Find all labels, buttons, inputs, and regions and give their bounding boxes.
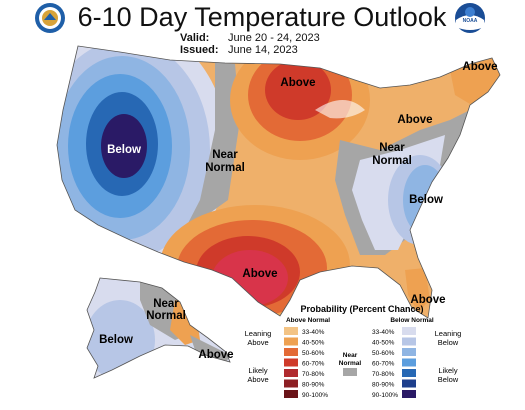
legend-title: Probability (Percent Chance) (300, 304, 423, 314)
legend-above-header: Above Normal (286, 317, 330, 324)
legend-above-range: 90-100% (302, 392, 328, 399)
legend-below-swatch (402, 337, 416, 346)
label-southeast-below: Below (409, 194, 443, 206)
legend-above-swatch (284, 348, 298, 356)
legend-below-range: 70-80% (372, 371, 395, 378)
label-alaska-above: Above (198, 349, 233, 361)
legend-below-swatch (402, 358, 416, 367)
legend-leaning-below-1: Leaning (435, 329, 462, 338)
legend-near-header-2: Normal (339, 360, 362, 367)
page-title: 6-10 Day Temperature Outlook (78, 2, 447, 32)
valid-value: June 20 - 24, 2023 (228, 32, 320, 44)
legend-below-range: 40-50% (372, 340, 395, 347)
label-alaska-near-1: Near (153, 298, 179, 310)
legend-below-swatch (402, 327, 416, 335)
label-great-lakes-above: Above (397, 114, 432, 126)
label-north-above: Above (280, 77, 315, 89)
legend-above-swatch (284, 390, 298, 398)
legend-above-swatch (284, 358, 298, 367)
label-central-near-1: Near (212, 149, 238, 161)
legend-above-range: 60-70% (302, 361, 325, 368)
legend-above-range: 80-90% (302, 382, 325, 389)
legend-above-swatch (284, 327, 298, 335)
legend-above-range: 33-40% (302, 329, 325, 336)
legend-below-swatch (402, 348, 416, 356)
legend-likely-below-1: Likely (438, 366, 457, 375)
legend-below-header: Below Normal (390, 317, 434, 324)
legend-below-range: 90-100% (372, 392, 398, 399)
legend-likely-above-2: Above (247, 375, 268, 384)
valid-label: Valid: (180, 32, 209, 44)
legend-likely-above-1: Likely (248, 366, 267, 375)
label-ohio-near-1: Near (379, 142, 405, 154)
legend-near-header-1: Near (343, 352, 358, 359)
alaska-map (87, 278, 230, 378)
legend-leaning-below-2: Below (438, 338, 459, 347)
legend-near-swatch (343, 368, 357, 376)
noaa-logo-icon: NOAA (455, 3, 485, 33)
legend-below-range: 60-70% (372, 361, 395, 368)
alaska-outline (86, 277, 231, 379)
legend-leaning-above-2: Above (247, 338, 268, 347)
legend: Probability (Percent Chance) Above Norma… (245, 304, 462, 399)
label-florida-above: Above (410, 294, 445, 306)
legend-below-range: 50-60% (372, 350, 395, 357)
legend-above-swatch (284, 337, 298, 346)
label-northeast-above: Above (462, 61, 497, 73)
label-west-below: Below (107, 144, 141, 156)
issued-value: June 14, 2023 (228, 44, 298, 56)
conus-map (57, 46, 500, 318)
legend-leaning-above-1: Leaning (245, 329, 272, 338)
label-central-near-2: Normal (205, 162, 245, 174)
legend-below-swatch (402, 379, 416, 388)
doc-seal-icon (35, 3, 65, 33)
label-texas-above: Above (242, 268, 277, 280)
legend-below-range: 33-40% (372, 329, 395, 336)
noaa-logo-text: NOAA (463, 18, 478, 24)
legend-above-swatch (284, 369, 298, 377)
legend-above-range: 50-60% (302, 350, 325, 357)
legend-above-range: 40-50% (302, 340, 325, 347)
legend-below-rows: 33-40% 40-50% 50-60% 60-70% 70-80% 80-90% 90-1… (372, 327, 416, 399)
legend-above-rows: 33-40% 40-50% 50-60% 60-70% 70-80% 80-90% 90-1… (284, 327, 328, 399)
label-alaska-near-2: Normal (146, 310, 186, 322)
legend-below-swatch (402, 369, 416, 377)
label-ohio-near-2: Normal (372, 155, 412, 167)
legend-likely-below-2: Below (438, 375, 459, 384)
legend-below-range: 80-90% (372, 382, 395, 389)
issued-label: Issued: (180, 44, 219, 56)
legend-above-swatch (284, 379, 298, 388)
conus-outline (56, 45, 501, 319)
label-alaska-below: Below (99, 334, 133, 346)
legend-above-range: 70-80% (302, 371, 325, 378)
legend-below-swatch (402, 390, 416, 398)
